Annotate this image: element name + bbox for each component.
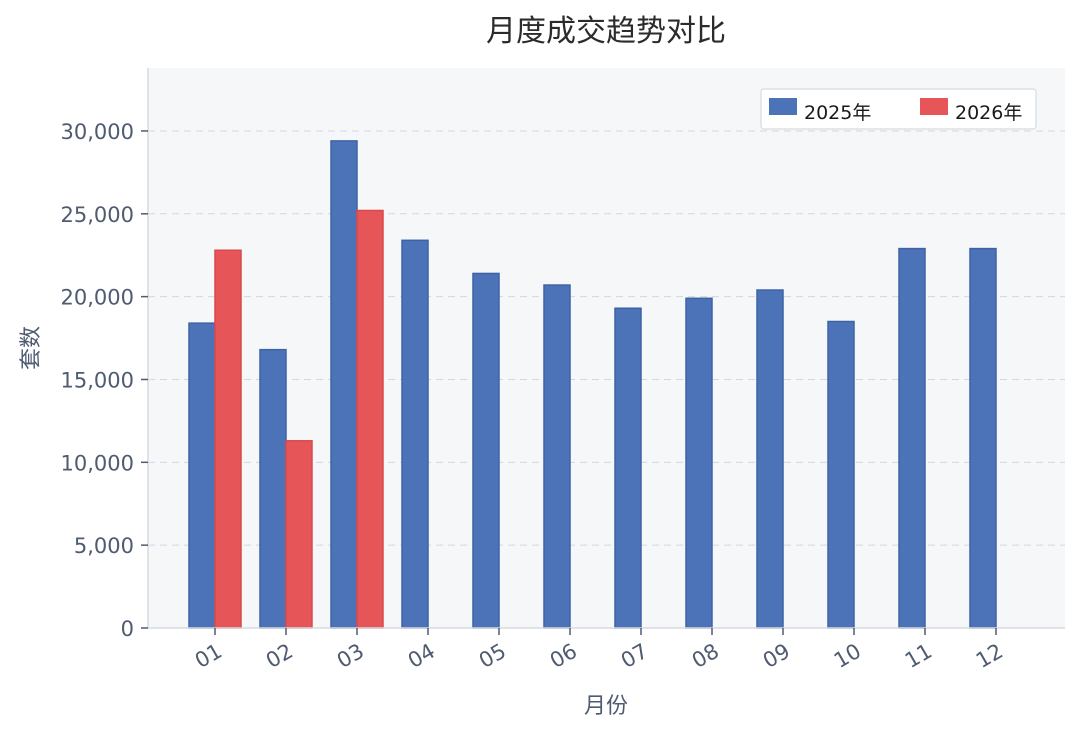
x-tick-label: 08: [688, 639, 723, 673]
x-tick-label: 04: [404, 639, 439, 673]
x-tick-label: 03: [333, 639, 368, 673]
y-tick-label: 0: [121, 617, 134, 641]
bar-2026年-01: [214, 249, 242, 629]
y-tick-label: 10,000: [61, 451, 134, 475]
legend-swatch-2026: [920, 98, 948, 115]
y-tick-label: 30,000: [61, 120, 134, 144]
legend-label-2026: 2026年: [955, 102, 1022, 124]
legend-swatch-2025: [769, 98, 797, 115]
x-tick-label: 12: [972, 639, 1007, 673]
legend-label-2025: 2025年: [804, 102, 871, 124]
y-tick-label: 25,000: [61, 203, 134, 227]
x-tick-label: 02: [262, 639, 297, 673]
y-axis-title: 套数: [19, 326, 44, 370]
x-tick-label: 09: [759, 639, 794, 673]
x-axis-ticks: 01 02 03 04 05 06 07 08 09 10 11 12: [191, 628, 1007, 673]
bar-2025年-01: [188, 322, 216, 629]
legend-box: [760, 88, 1037, 130]
y-tick-label: 15,000: [61, 368, 134, 392]
legend: 2025年 2026年: [760, 88, 1037, 130]
bar-2025年-03: [330, 140, 358, 629]
y-axis-ticks: 0 5,000 10,000 15,000 20,000 25,000 30,000: [61, 120, 148, 641]
x-tick-label: 10: [830, 639, 865, 673]
x-tick-label: 05: [475, 639, 510, 673]
bar-2025年-02: [259, 348, 287, 629]
bar-2025年-12: [969, 247, 997, 629]
x-axis-title: 月份: [584, 694, 628, 719]
bars-group: [188, 140, 997, 629]
bar-2026年-03: [356, 209, 384, 629]
bar-2025年-04: [401, 239, 429, 629]
bar-2025年-11: [898, 247, 926, 629]
x-tick-label: 01: [191, 639, 226, 673]
bar-2025年-08: [685, 297, 713, 629]
bar-2025年-10: [827, 320, 855, 629]
bar-2025年-07: [614, 307, 642, 629]
bar-2025年-09: [756, 289, 784, 629]
y-tick-label: 20,000: [61, 286, 134, 310]
y-tick-label: 5,000: [74, 534, 134, 558]
bar-2026年-02: [285, 440, 313, 629]
x-tick-label: 07: [617, 639, 652, 673]
x-tick-label: 06: [546, 639, 581, 673]
x-tick-label: 11: [901, 639, 936, 673]
grid-lines: [148, 130, 1065, 546]
chart-title: 月度成交趋势对比: [486, 14, 726, 49]
bar-2025年-06: [543, 284, 571, 629]
bar-2025年-05: [472, 272, 500, 629]
